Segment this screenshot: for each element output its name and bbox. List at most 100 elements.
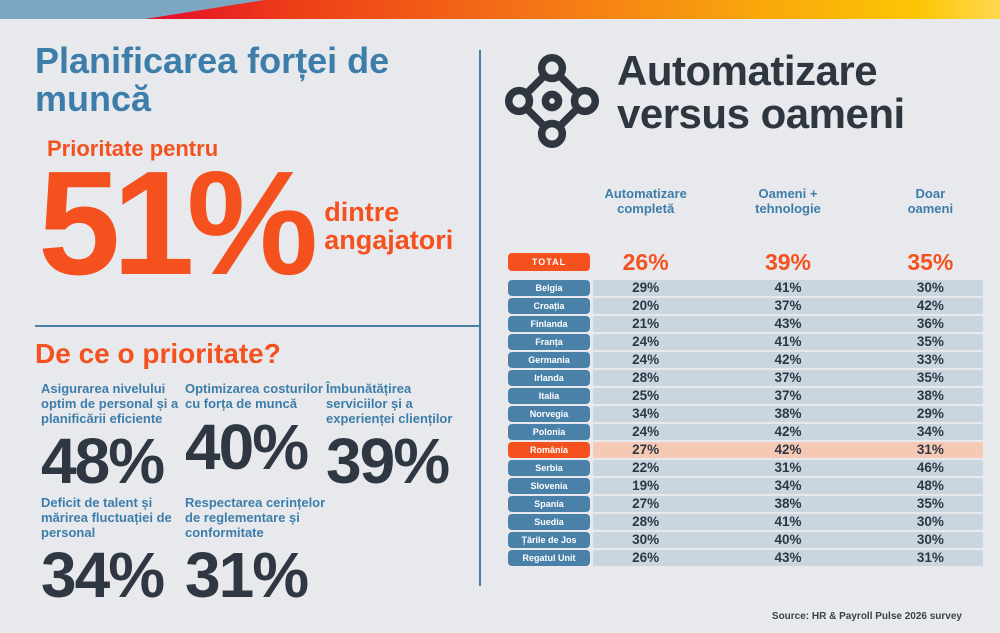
page-title: Planificarea forței de muncă <box>35 40 390 120</box>
table-row: Franța 24% 41% 35% <box>503 334 983 350</box>
reason-stat: Îmbunătățirea serviciilor și a experienț… <box>326 381 474 498</box>
reason-stat: Asigurarea nivelului optim de personal ș… <box>41 381 186 498</box>
row-band: 28% 41% 30% <box>593 514 983 530</box>
network-diamond-icon <box>505 54 599 148</box>
country-badge: Suedia <box>508 514 590 530</box>
value-people-tech: 42% <box>774 442 802 457</box>
reason-label: Îmbunătățirea serviciilor și a experienț… <box>326 381 453 426</box>
value-automation: 22% <box>632 460 660 475</box>
value-people-tech: 41% <box>774 514 802 529</box>
value-people-tech: 31% <box>774 460 802 475</box>
table-row: Regatul Unit 26% 43% 31% <box>503 550 983 566</box>
value-people-only: 38% <box>916 388 944 403</box>
top-decoration-bar <box>0 0 1000 19</box>
value-people-tech: 42% <box>774 352 802 367</box>
value-people-tech: 40% <box>774 532 802 547</box>
reason-value: 31% <box>185 539 309 612</box>
value-automation: 29% <box>632 280 660 295</box>
value-people-tech: 42% <box>774 424 802 439</box>
table-row: Croația 20% 37% 42% <box>503 298 983 314</box>
value-automation: 27% <box>632 496 660 511</box>
value-people-only: 35% <box>916 334 944 349</box>
country-badge: Belgia <box>508 280 590 296</box>
table-row: Țările de Jos 30% 40% 30% <box>503 532 983 548</box>
top-gradient-wedge <box>145 0 1000 19</box>
why-priority-title: De ce o prioritate? <box>35 338 281 369</box>
value-automation: 19% <box>632 478 660 493</box>
table-header-row: Automatizare completă Oameni + tehnologi… <box>503 186 983 218</box>
column-header-people-only: Doar oameni <box>907 186 954 217</box>
reason-label: Optimizarea costurilor cu forța de muncă <box>185 381 323 411</box>
table-row: Finlanda 21% 43% 36% <box>503 316 983 332</box>
table-row: Suedia 28% 41% 30% <box>503 514 983 530</box>
table-row: Belgia 29% 41% 30% <box>503 280 983 296</box>
right-section-header: Automatizare versus oameni <box>505 49 967 148</box>
value-people-only: 30% <box>916 514 944 529</box>
total-badge: TOTAL <box>508 253 590 271</box>
row-band: 22% 31% 46% <box>593 460 983 476</box>
value-people-only: 29% <box>916 406 944 421</box>
country-badge: Franța <box>508 334 590 350</box>
value-automation: 30% <box>632 532 660 547</box>
total-value-automation: 26% <box>622 248 669 275</box>
row-band: 28% 37% 35% <box>593 370 983 386</box>
value-people-only: 48% <box>916 478 944 493</box>
headline-stat-value: 51% <box>38 141 318 306</box>
row-band: 20% 37% 42% <box>593 298 983 314</box>
headline-stat-suffix: dintre angajatori <box>324 197 454 256</box>
source-note: Source: HR & Payroll Pulse 2026 survey <box>771 611 962 622</box>
value-people-only: 30% <box>916 280 944 295</box>
total-row: TOTAL 26% 39% 35% <box>503 248 983 275</box>
country-badge: Spania <box>508 496 590 512</box>
table-row: Serbia 22% 31% 46% <box>503 460 983 476</box>
country-badge: Germania <box>508 352 590 368</box>
reason-label: Deficit de talent și mărirea fluctuației… <box>41 495 172 540</box>
value-people-only: 33% <box>916 352 944 367</box>
row-band: 29% 41% 30% <box>593 280 983 296</box>
automation-table: Automatizare completă Oameni + tehnologi… <box>503 186 983 568</box>
value-automation: 26% <box>632 550 660 565</box>
row-band: 24% 42% 34% <box>593 424 983 440</box>
value-people-tech: 41% <box>774 334 802 349</box>
table-row: Italia 25% 37% 38% <box>503 388 983 404</box>
table-row: Germania 24% 42% 33% <box>503 352 983 368</box>
row-band: 19% 34% 48% <box>593 478 983 494</box>
value-people-only: 31% <box>916 442 944 457</box>
row-band: 34% 38% 29% <box>593 406 983 422</box>
table-row: Slovenia 19% 34% 48% <box>503 478 983 494</box>
row-band: 25% 37% 38% <box>593 388 983 404</box>
value-people-tech: 38% <box>774 496 802 511</box>
column-header-automation: Automatizare completă <box>604 186 687 217</box>
country-badge: Serbia <box>508 460 590 476</box>
value-people-tech: 37% <box>774 388 802 403</box>
value-automation: 24% <box>632 424 660 439</box>
value-people-only: 36% <box>916 316 944 331</box>
row-band: 24% 42% 33% <box>593 352 983 368</box>
column-header-people-tech: Oameni + tehnologie <box>755 186 821 217</box>
value-automation: 20% <box>632 298 660 313</box>
value-people-only: 35% <box>916 370 944 385</box>
country-badge: Irlanda <box>508 370 590 386</box>
reason-value: 48% <box>41 425 165 498</box>
value-people-tech: 37% <box>774 370 802 385</box>
value-automation: 21% <box>632 316 660 331</box>
table-row: Spania 27% 38% 35% <box>503 496 983 512</box>
value-automation: 28% <box>632 370 660 385</box>
headline-stat: 51% dintre angajatori <box>38 141 489 306</box>
row-band: 30% 40% 30% <box>593 532 983 548</box>
table-row: România 27% 42% 31% <box>503 442 983 458</box>
country-badge: Țările de Jos <box>508 532 590 548</box>
reason-value: 40% <box>185 410 309 483</box>
value-people-tech: 37% <box>774 298 802 313</box>
country-badge: Italia <box>508 388 590 404</box>
value-automation: 24% <box>632 334 660 349</box>
value-automation: 28% <box>632 514 660 529</box>
table-row: Polonia 24% 42% 34% <box>503 424 983 440</box>
value-people-tech: 41% <box>774 280 802 295</box>
reason-value: 39% <box>326 425 450 498</box>
country-badge: Croația <box>508 298 590 314</box>
value-people-only: 42% <box>916 298 944 313</box>
total-value-people-only: 35% <box>907 248 954 275</box>
country-badge: România <box>508 442 590 458</box>
reason-label: Asigurarea nivelului optim de personal ș… <box>41 381 179 426</box>
